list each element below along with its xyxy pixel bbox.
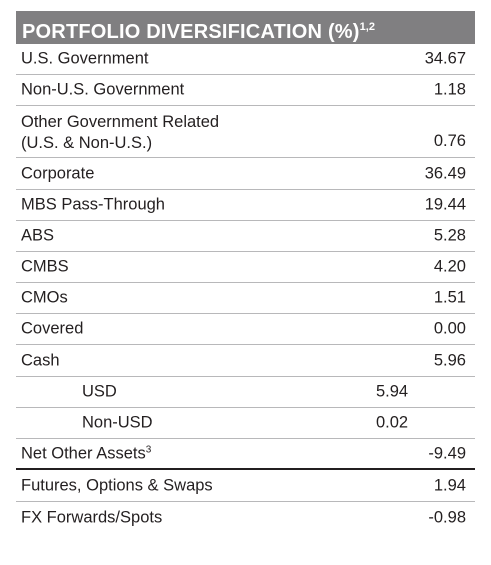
row-value: -0.98 xyxy=(428,508,466,527)
row-non-us-government: Non-U.S. Government 1.18 xyxy=(16,75,475,106)
row-label: Futures, Options & Swaps xyxy=(21,476,213,494)
row-value: 0.00 xyxy=(433,319,466,338)
row-value: 34.67 xyxy=(424,49,466,68)
row-label: CMBS xyxy=(21,257,69,276)
row-label: Covered xyxy=(21,319,84,338)
row-cash-non-usd: Non-USD 0.02 xyxy=(16,408,475,439)
row-label: U.S. Government xyxy=(21,49,149,68)
row-label: ABS xyxy=(21,226,55,245)
row-mbs-pass-through: MBS Pass-Through 19.44 xyxy=(16,190,475,221)
row-label: FX Forwards/Spots xyxy=(21,508,163,527)
row-value: 4.20 xyxy=(433,257,466,276)
row-sub-value: 0.02 xyxy=(376,413,409,432)
row-abs: ABS 5.28 xyxy=(16,221,475,252)
row-label: MBS Pass-Through xyxy=(21,195,165,214)
header-footnote: 1,2 xyxy=(359,21,375,33)
row-covered: Covered 0.00 xyxy=(16,314,475,345)
row-sub-value: 5.94 xyxy=(376,382,409,401)
row-label-line2: (U.S. & Non-U.S.) xyxy=(21,134,153,152)
row-corporate: Corporate 36.49 xyxy=(16,158,475,190)
row-label: CMOs xyxy=(21,288,68,307)
table-header: PORTFOLIO DIVERSIFICATION (%)1,2 xyxy=(16,11,475,44)
row-futures-options-swaps: Futures, Options & Swaps 1.94 xyxy=(16,470,475,502)
row-value: 1.94 xyxy=(433,476,466,494)
row-label: Non-USD xyxy=(82,413,153,432)
row-label-text: Net Other Assets xyxy=(21,444,146,462)
row-footnote: 3 xyxy=(145,444,152,455)
row-value: 5.96 xyxy=(433,351,466,369)
row-us-government: U.S. Government 34.67 xyxy=(16,44,475,75)
row-value: 19.44 xyxy=(424,195,466,214)
row-value: 0.76 xyxy=(433,132,466,150)
row-label: Net Other Assets3 xyxy=(21,444,151,463)
row-value: 1.18 xyxy=(433,80,466,99)
table-title: PORTFOLIO DIVERSIFICATION (%) xyxy=(22,21,360,43)
row-label: Other Government Related (U.S. & Non-U.S.… xyxy=(21,112,219,154)
row-net-other-assets: Net Other Assets3 -9.49 xyxy=(16,439,475,470)
row-label: Cash xyxy=(21,351,60,369)
row-label: Corporate xyxy=(21,164,95,182)
row-label: Non-U.S. Government xyxy=(21,80,185,99)
row-value: 5.28 xyxy=(433,226,466,245)
row-value: -9.49 xyxy=(428,444,466,462)
row-cmbs: CMBS 4.20 xyxy=(16,252,475,283)
row-value: 1.51 xyxy=(433,288,466,307)
diversification-table: U.S. Government 34.67 Non-U.S. Governmen… xyxy=(16,44,475,534)
row-label: USD xyxy=(82,382,117,401)
row-label-line1: Other Government Related xyxy=(21,113,220,131)
row-cash-usd: USD 5.94 xyxy=(16,377,475,408)
row-fx-forwards-spots: FX Forwards/Spots -0.98 xyxy=(16,502,475,534)
row-other-government-related: Other Government Related (U.S. & Non-U.S.… xyxy=(16,106,475,158)
row-cmos: CMOs 1.51 xyxy=(16,283,475,314)
row-value: 36.49 xyxy=(424,164,466,182)
row-cash: Cash 5.96 xyxy=(16,345,475,377)
